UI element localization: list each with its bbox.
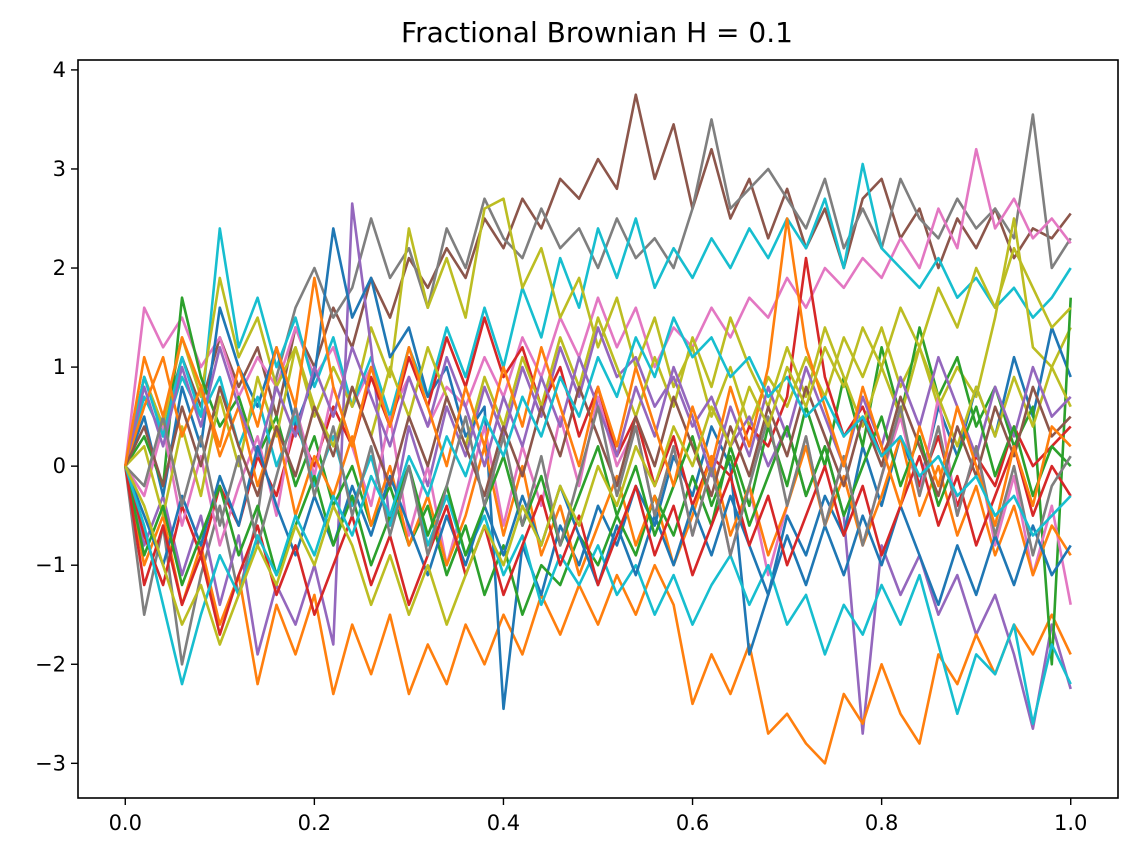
series-line-6 — [124, 202, 1072, 735]
series-line-1 — [124, 93, 1072, 467]
y-tick-label: 4 — [53, 58, 66, 82]
y-tick-label: 0 — [53, 454, 66, 478]
x-tick-label: 0.2 — [298, 811, 331, 835]
series-layer — [124, 93, 1072, 765]
series-line-4 — [124, 162, 1072, 467]
series-line-18 — [124, 444, 1072, 636]
chart-title: Fractional Brownian H = 0.1 — [401, 16, 793, 49]
series-line-23 — [124, 246, 1072, 646]
y-tick-label: −2 — [35, 652, 66, 676]
series-line-19 — [124, 385, 1072, 498]
y-tick-label: 1 — [53, 355, 66, 379]
series-line-20 — [124, 405, 1072, 557]
y-tick-label: 3 — [53, 157, 66, 181]
x-tick-label: 0.6 — [676, 811, 709, 835]
x-tick-label: 1.0 — [1054, 811, 1087, 835]
y-tick-label: −3 — [35, 751, 66, 775]
x-axis: 0.0 0.2 0.4 0.6 0.8 1.0 — [109, 798, 1087, 835]
x-tick-label: 0.4 — [487, 811, 520, 835]
y-tick-label: 2 — [53, 256, 66, 280]
plot-frame — [77, 59, 1119, 799]
series-line-7 — [124, 465, 1072, 765]
y-tick-label: −1 — [35, 553, 66, 577]
y-axis: −3 −2 −1 0 1 2 3 4 — [35, 58, 78, 775]
series-line-21 — [124, 217, 1072, 527]
x-tick-label: 0.8 — [865, 811, 898, 835]
series-line-22 — [124, 316, 1072, 686]
x-tick-label: 0.0 — [109, 811, 142, 835]
